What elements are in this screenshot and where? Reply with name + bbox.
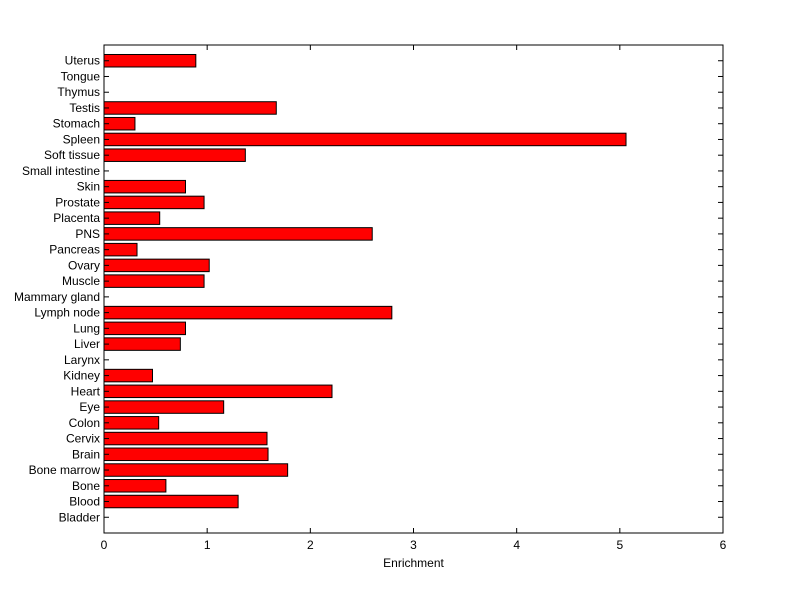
bar-blood: [103, 494, 239, 509]
y-tick-label: Prostate: [55, 195, 100, 209]
y-tick-label: Thymus: [57, 85, 100, 99]
y-tick-label: Bone marrow: [29, 463, 101, 477]
bar-lymph-node: [103, 305, 393, 320]
x-tick-label: 5: [616, 538, 623, 552]
y-tick-label: Blood: [69, 495, 100, 509]
x-tick-label: 4: [513, 538, 520, 552]
bar-testis: [103, 101, 277, 115]
y-tick-label: Stomach: [53, 117, 100, 131]
bar-skin: [103, 179, 187, 194]
y-tick-label: Small intestine: [22, 164, 100, 178]
y-tick-label: Cervix: [66, 432, 100, 446]
x-tick-label: 0: [101, 538, 108, 552]
bar-lung: [103, 321, 187, 336]
y-tick-label: Pancreas: [49, 243, 100, 257]
y-tick-label: Soft tissue: [44, 148, 100, 162]
y-tick-label: Mammary gland: [14, 290, 100, 304]
bar-uterus: [103, 53, 197, 68]
y-tick-label: Bone: [72, 479, 100, 493]
bar-eye: [103, 400, 225, 414]
y-tick-label: Uterus: [65, 54, 100, 68]
y-tick-label: Spleen: [63, 132, 100, 146]
x-axis-ticks: 0 1 2 3 4 5 6: [101, 45, 727, 552]
y-tick-label: Larynx: [64, 353, 100, 367]
x-tick-label: 6: [720, 538, 727, 552]
x-tick-label: 3: [410, 538, 417, 552]
y-tick-label: Testis: [69, 101, 100, 115]
bar-placenta: [103, 211, 161, 225]
y-tick-label: Skin: [77, 180, 100, 194]
y-tick-label: Bladder: [59, 510, 100, 524]
y-tick-label: Lung: [73, 321, 100, 335]
bar-colon: [103, 416, 160, 430]
y-tick-label: Heart: [71, 384, 101, 398]
y-tick-label: Lymph node: [34, 306, 100, 320]
bar-brain: [103, 447, 269, 462]
x-axis-label: Enrichment: [383, 556, 444, 570]
y-tick-label: Liver: [74, 337, 100, 351]
y-tick-label: PNS: [75, 227, 100, 241]
bar-prostate: [103, 195, 205, 210]
y-tick-label: Placenta: [53, 211, 100, 225]
bar-bone-marrow: [103, 463, 289, 477]
y-tick-label: Colon: [69, 416, 100, 430]
y-tick-label: Tongue: [61, 69, 101, 83]
x-tick-label: 1: [204, 538, 211, 552]
bar-pns: [103, 227, 373, 241]
bar-cervix: [103, 431, 268, 446]
bar-bone: [103, 479, 167, 493]
x-tick-label: 2: [307, 538, 314, 552]
y-tick-label: Eye: [79, 400, 100, 414]
bars-group: [103, 53, 627, 509]
y-tick-label: Kidney: [63, 369, 100, 383]
y-tick-label: Brain: [72, 447, 100, 461]
bar-liver: [103, 337, 181, 351]
bar-kidney: [103, 368, 153, 383]
bar-soft-tissue: [103, 148, 246, 162]
bar-muscle: [103, 274, 205, 288]
y-tick-label: Muscle: [62, 274, 100, 288]
y-tick-label: Ovary: [68, 258, 100, 272]
bar-ovary: [103, 258, 210, 273]
bar-spleen: [103, 132, 627, 147]
bar-heart: [103, 384, 333, 399]
